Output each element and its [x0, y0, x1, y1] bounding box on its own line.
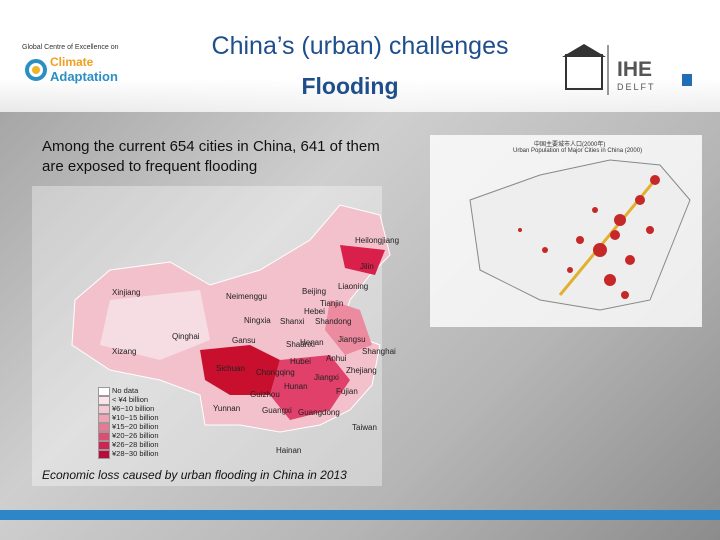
province-label: Xinjiang — [112, 288, 141, 297]
legend-swatch — [98, 396, 110, 405]
province-label: Anhui — [326, 354, 347, 363]
province-label: Shanxi — [280, 317, 305, 326]
province-label: Shanghai — [362, 347, 396, 356]
province-label: Chongqing — [256, 368, 295, 377]
caption: Economic loss caused by urban flooding i… — [42, 468, 347, 482]
legend-label: ¥10~15 billion — [112, 413, 159, 422]
legend-label: ¥20~26 billion — [112, 431, 159, 440]
logo-text: Global Centre of Excellence on — [22, 44, 119, 51]
province-label: Jiangsu — [338, 335, 366, 344]
province-label: Hainan — [276, 446, 302, 455]
province-label: Liaoning — [338, 282, 369, 291]
province-label: Guangxi — [262, 406, 292, 415]
map-title: 中国主要城市人口(2000年) — [534, 142, 606, 148]
province-label: Sichuan — [216, 364, 245, 373]
province — [270, 355, 350, 420]
province-label: Yunnan — [213, 404, 241, 413]
province-label: Taiwan — [352, 423, 377, 432]
province — [340, 245, 385, 275]
province — [100, 290, 210, 360]
legend-label: < ¥4 billion — [112, 395, 149, 404]
province-label: Shandong — [315, 317, 352, 326]
legend-swatch — [98, 387, 110, 396]
slide-subtitle: Flooding — [301, 73, 399, 99]
province-label: Shaanxi — [286, 340, 315, 349]
legend-label: ¥6~10 billion — [112, 404, 155, 413]
province-label: Beijing — [302, 287, 327, 296]
province-label: Jilin — [360, 262, 374, 271]
province-label: Fujian — [336, 387, 358, 396]
map-title: Urban Population of Major Cities in Chin… — [513, 148, 643, 154]
legend-label: ¥15~20 billion — [112, 422, 159, 431]
legend-swatch — [98, 414, 110, 423]
province-label: Ningxia — [244, 316, 271, 325]
province-label: Hunan — [284, 382, 308, 391]
province-label: Henan — [300, 338, 324, 347]
province-label: Zhejiang — [346, 366, 377, 375]
province-label: Guizhou — [250, 390, 280, 399]
province-label: Gansu — [232, 336, 256, 345]
logo-text: DELFT — [617, 82, 656, 92]
legend-label: ¥28~30 billion — [112, 449, 159, 458]
ihe-mark — [682, 74, 692, 86]
province-label: Guangdong — [298, 408, 340, 417]
legend-swatch — [98, 432, 110, 441]
legend-label: No data — [112, 386, 139, 395]
logo-icon — [25, 59, 47, 81]
province — [200, 345, 280, 395]
province-label: Hubei — [290, 357, 311, 366]
province — [325, 300, 372, 355]
province-label: Qinghai — [172, 332, 200, 341]
province-label: Xizang — [112, 347, 137, 356]
logo-text: Adaptation — [50, 69, 118, 84]
logo-text: IHE — [617, 58, 653, 81]
logo-text: Climate — [50, 55, 94, 69]
legend-swatch — [98, 405, 110, 414]
legend-swatch — [98, 423, 110, 432]
province-label: Hebei — [304, 307, 325, 316]
logo-icon — [32, 66, 40, 74]
legend-swatch — [98, 450, 110, 459]
bottom-bar — [0, 510, 720, 520]
province-label: Jiangxi — [314, 373, 339, 382]
city-dots — [518, 175, 660, 299]
population-map — [469, 159, 691, 311]
legend-label: ¥26~28 billion — [112, 440, 159, 449]
province-label: Heilongjiang — [355, 236, 400, 245]
unesco-logo — [562, 44, 606, 57]
province-label: Neimenggu — [226, 292, 267, 301]
legend-swatch — [98, 441, 110, 450]
body-text: Among the current 654 cities in China, 6… — [42, 138, 380, 175]
slide-title: China’s (urban) challenges — [211, 32, 509, 60]
province-label: Tianjin — [320, 299, 344, 308]
